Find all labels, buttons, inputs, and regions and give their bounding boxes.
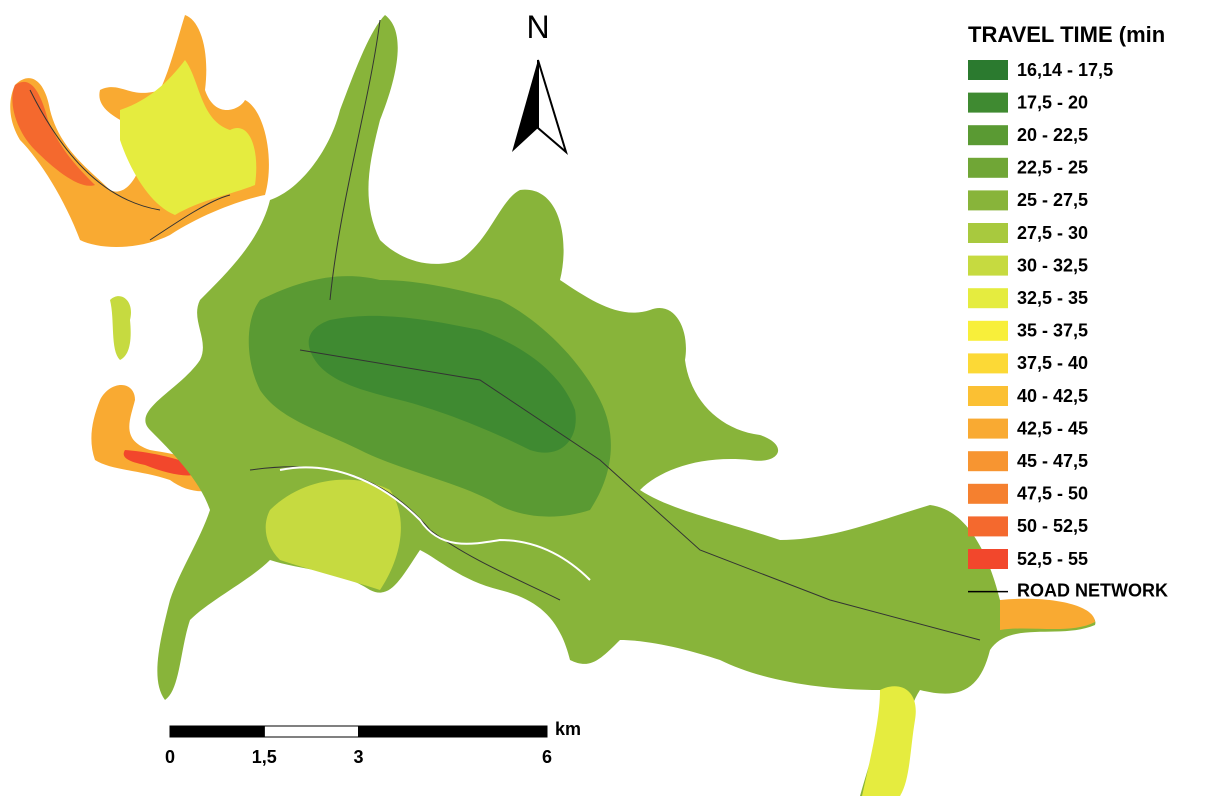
legend-swatch <box>968 158 1008 178</box>
legend-title: TRAVEL TIME (min <box>968 22 1165 47</box>
legend-swatch <box>968 223 1008 243</box>
arrow-right <box>538 60 566 152</box>
region <box>1000 599 1095 630</box>
arrow-left <box>512 60 538 152</box>
scale-label: 3 <box>353 747 363 767</box>
legend-swatch <box>968 484 1008 504</box>
legend-label: 20 - 22,5 <box>1017 125 1088 145</box>
legend-label: 45 - 47,5 <box>1017 451 1088 471</box>
map: N TRAVEL TIME (min 16,14 - 17,5 17,5 - 20… <box>0 0 1217 796</box>
legend-swatch <box>968 321 1008 341</box>
legend-swatch <box>968 93 1008 113</box>
legend-swatch <box>968 516 1008 536</box>
scale-segment <box>264 726 358 737</box>
legend-label: 40 - 42,5 <box>1017 386 1088 406</box>
scale-segment <box>170 726 264 737</box>
legend-label: 42,5 - 45 <box>1017 418 1088 438</box>
legend: 16,14 - 17,5 17,5 - 20 20 - 22,5 22,5 - 25 2… <box>968 60 1168 601</box>
scale-label: 0 <box>165 747 175 767</box>
legend-label: 32,5 - 35 <box>1017 288 1088 308</box>
legend-label: 50 - 52,5 <box>1017 516 1088 536</box>
legend-swatch <box>968 353 1008 373</box>
legend-swatch <box>968 190 1008 210</box>
legend-swatch <box>968 125 1008 145</box>
legend-swatch <box>968 386 1008 406</box>
legend-swatch <box>968 419 1008 439</box>
page: N TRAVEL TIME (min 16,14 - 17,5 17,5 - 20… <box>0 0 1217 796</box>
legend-label: 37,5 - 40 <box>1017 353 1088 373</box>
legend-label: 22,5 - 25 <box>1017 158 1088 178</box>
region <box>110 296 131 360</box>
north-arrow: N <box>512 9 566 152</box>
legend-label: ROAD NETWORK <box>1017 580 1168 600</box>
scale-bar: 0 1,5 3 6km <box>165 719 581 767</box>
legend-label: 52,5 - 55 <box>1017 549 1088 569</box>
legend-label: 25 - 27,5 <box>1017 190 1088 210</box>
legend-swatch <box>968 256 1008 276</box>
legend-label: 17,5 - 20 <box>1017 92 1088 112</box>
legend-label: 16,14 - 17,5 <box>1017 60 1113 80</box>
legend-swatch <box>968 451 1008 471</box>
legend-swatch <box>968 288 1008 308</box>
scale-label: 6 <box>542 747 552 767</box>
legend-swatch <box>968 60 1008 80</box>
legend-swatch <box>968 549 1008 569</box>
region <box>862 686 916 796</box>
scale-segment <box>359 726 548 737</box>
scale-unit: km <box>555 719 581 739</box>
legend-label: 47,5 - 50 <box>1017 484 1088 504</box>
north-label: N <box>526 9 549 45</box>
scale-label: 1,5 <box>252 747 277 767</box>
legend-label: 27,5 - 30 <box>1017 223 1088 243</box>
legend-label: 35 - 37,5 <box>1017 321 1088 341</box>
legend-label: 30 - 32,5 <box>1017 255 1088 275</box>
